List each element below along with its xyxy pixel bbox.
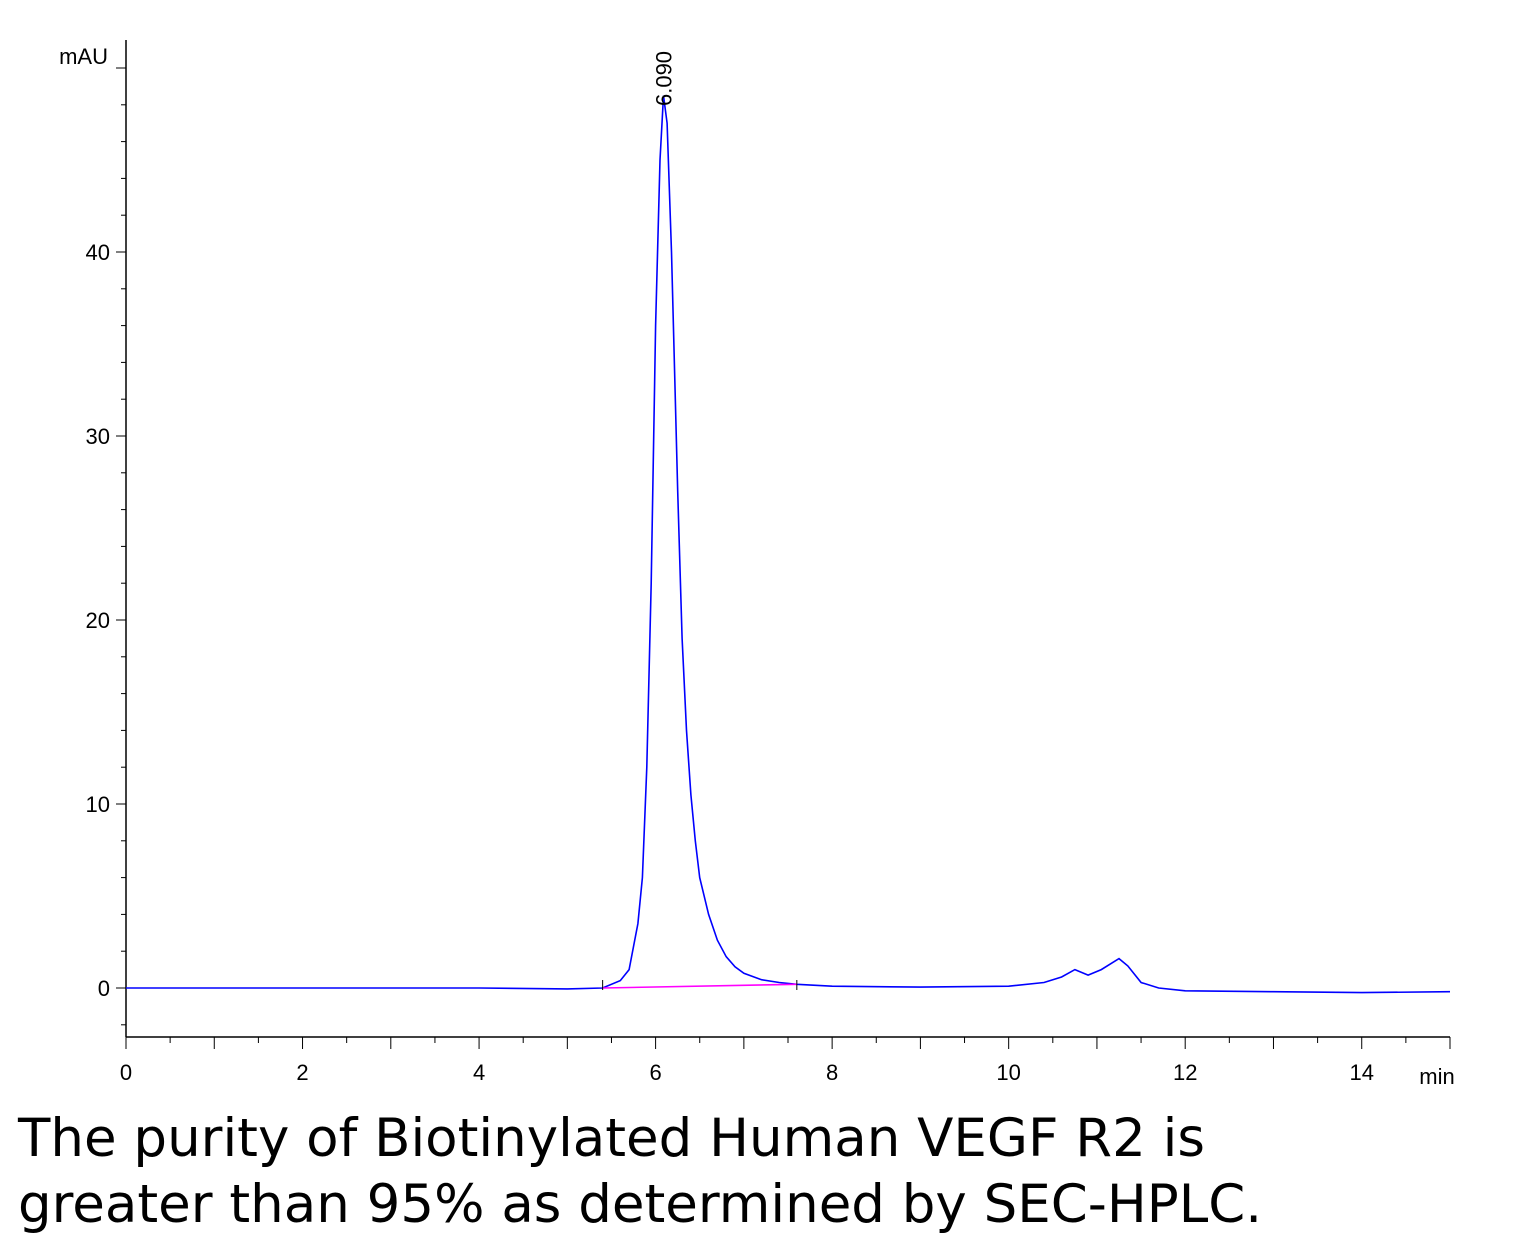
chromatogram-trace — [126, 95, 1451, 994]
y-tick-label: 0 — [98, 976, 110, 1001]
x-axis-label: min — [1419, 1064, 1454, 1089]
peak-label: 6.090 — [652, 51, 677, 106]
chromatogram-chart: 0 10 20 30 40 mAU 0 2 4 6 8 10 12 14 min 6.090 — [59, 40, 1455, 1089]
x-tick-label: 4 — [473, 1060, 485, 1085]
x-tick-label: 6 — [649, 1060, 661, 1085]
x-tick-label: 10 — [996, 1060, 1020, 1085]
x-tick-label: 12 — [1173, 1060, 1197, 1085]
labels-layer: 0 10 20 30 40 mAU 0 2 4 6 8 10 12 14 min 6.090 — [59, 44, 1455, 1089]
y-tick-label: 20 — [86, 608, 110, 633]
y-tick-label: 30 — [86, 424, 110, 449]
caption-line-1: The purity of Biotinylated Human VEGF R2… — [18, 1108, 1206, 1169]
y-axis-label: mAU — [59, 44, 108, 69]
caption-line-2: greater than 95% as determined by SEC-HP… — [18, 1174, 1263, 1235]
integration-baseline — [602, 983, 797, 989]
series-layer — [126, 95, 1451, 994]
x-tick-label: 2 — [296, 1060, 308, 1085]
x-tick-label: 0 — [120, 1060, 132, 1085]
axes — [116, 40, 1451, 1049]
y-tick-label: 10 — [86, 792, 110, 817]
x-tick-label: 14 — [1349, 1060, 1373, 1085]
x-tick-label: 8 — [826, 1060, 838, 1085]
y-tick-label: 40 — [86, 240, 110, 265]
caption: The purity of Biotinylated Human VEGF R2… — [18, 1106, 1518, 1238]
